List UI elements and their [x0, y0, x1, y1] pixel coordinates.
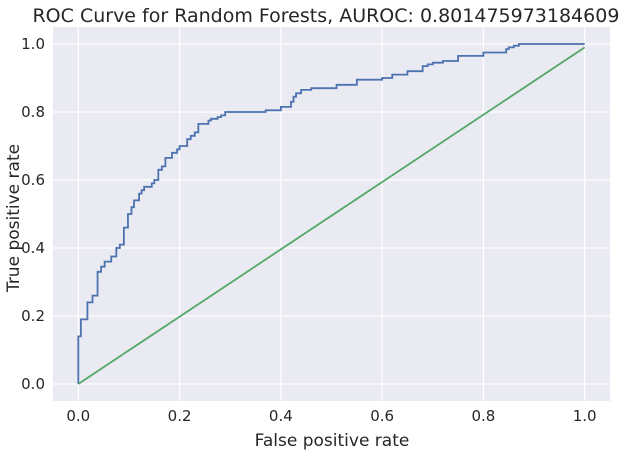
y-tick-label: 0.0: [21, 375, 45, 393]
chart-title: ROC Curve for Random Forests, AUROC: 0.8…: [32, 5, 619, 27]
grid-lines: [53, 27, 610, 401]
x-tick-label: 0.6: [370, 407, 394, 425]
y-tick-label: 0.4: [21, 239, 45, 257]
x-tick-label: 0.2: [168, 407, 192, 425]
roc-curve-line: [77, 43, 585, 384]
y-tick-label: 0.2: [21, 307, 45, 325]
series-layer: [77, 43, 586, 385]
y-tick-label: 0.8: [21, 103, 45, 121]
y-tick-label: 1.0: [21, 35, 45, 53]
y-tick-label: 0.6: [21, 171, 45, 189]
x-tick-label: 0.4: [269, 407, 293, 425]
tick-labels: 0.0 0.2 0.4 0.6 0.8 1.0 0.0 0.2 0.4 0.6 0.8 1.0: [21, 35, 596, 425]
y-axis-label: True positive rate: [4, 144, 24, 293]
x-axis-label: False positive rate: [255, 431, 410, 451]
chance-diagonal-line: [77, 46, 586, 385]
x-tick-label: 1.0: [573, 407, 597, 425]
x-tick-label: 0.0: [66, 407, 90, 425]
x-tick-label: 0.8: [471, 407, 495, 425]
